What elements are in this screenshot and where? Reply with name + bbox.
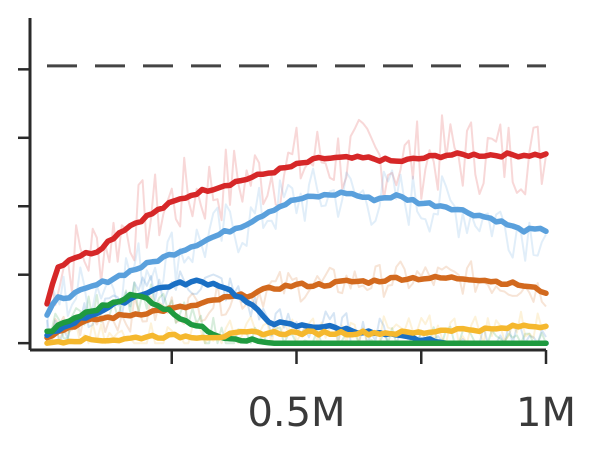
x-ticks: 0.5M 1M	[170, 350, 576, 436]
raw-series-line-0	[46, 114, 547, 307]
x-tick-label: 0.5M	[247, 390, 345, 436]
series-layer	[44, 150, 549, 346]
series-line-2	[44, 273, 549, 341]
raw-series-line-2	[46, 260, 547, 344]
series-line-5	[44, 322, 549, 346]
x-tick-label: 1M	[516, 390, 576, 436]
series-line-4	[44, 291, 549, 346]
y-ticks	[18, 68, 30, 345]
series-line-1	[44, 189, 549, 318]
raw-series-line-3	[46, 270, 547, 345]
series-line-0	[44, 150, 549, 307]
